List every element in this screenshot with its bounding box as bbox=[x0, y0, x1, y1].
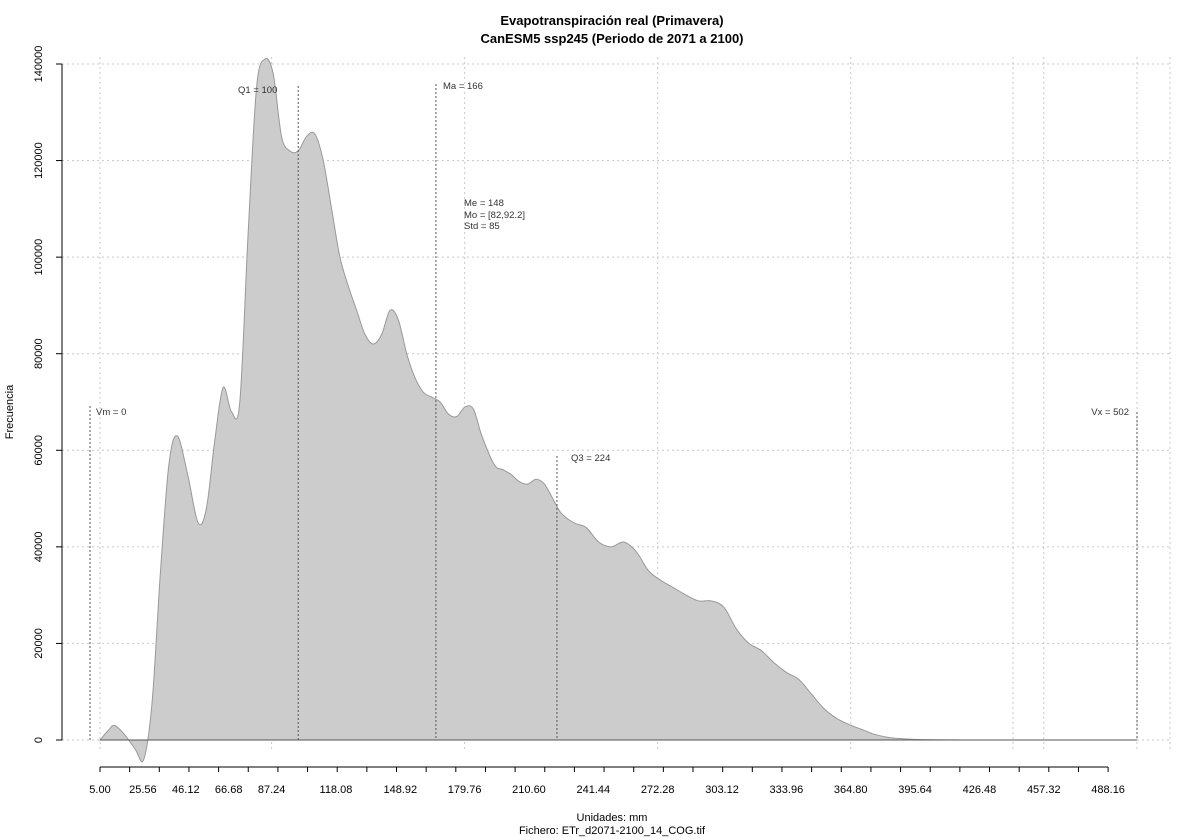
stat-mode: Mo = [82,92.2] bbox=[464, 210, 525, 221]
x-tick-label: 272.28 bbox=[641, 784, 675, 796]
ma-label: Ma = 166 bbox=[443, 81, 483, 92]
annotation-lines bbox=[89, 84, 1138, 740]
chart-subtitle: CanESM5 ssp245 (Periodo de 2071 a 2100) bbox=[480, 31, 743, 46]
tick-labels: 0 20000 40000 60000 80000 100000 120000 140000 5… bbox=[33, 46, 1125, 796]
vx-label: Vx = 502 bbox=[1091, 407, 1129, 418]
y-tick-label: 60000 bbox=[33, 435, 45, 466]
x-tick-label: 66.68 bbox=[215, 784, 243, 796]
x-tick-label: 5.00 bbox=[89, 784, 110, 796]
vm-label: Vm = 0 bbox=[96, 407, 126, 418]
frequency-area bbox=[98, 58, 1138, 763]
x-tick-label: 241.44 bbox=[577, 784, 611, 796]
x-tick-label: 46.12 bbox=[172, 784, 200, 796]
chart-title: Evapotranspiración real (Primavera) bbox=[500, 13, 723, 28]
x-tick-label: 210.60 bbox=[512, 784, 546, 796]
x-tick-label: 488.16 bbox=[1091, 784, 1125, 796]
x-tick-label: 364.80 bbox=[834, 784, 868, 796]
x-tick-label: 457.32 bbox=[1027, 784, 1061, 796]
y-tick-label: 80000 bbox=[33, 338, 45, 369]
x-tick-label: 87.24 bbox=[258, 784, 286, 796]
x-tick-label: 333.96 bbox=[770, 784, 804, 796]
x-tick-label: 148.92 bbox=[383, 784, 417, 796]
y-tick-label: 120000 bbox=[33, 142, 45, 179]
x-tick-label: 25.56 bbox=[129, 784, 157, 796]
stat-std: Std = 85 bbox=[464, 221, 500, 232]
y-axis-label: Frecuencia bbox=[4, 384, 16, 439]
x-tick-label: 395.64 bbox=[898, 784, 932, 796]
y-tick-label: 100000 bbox=[33, 239, 45, 276]
x-axis-label: Unidades: mm bbox=[577, 812, 648, 824]
y-tick-label: 40000 bbox=[33, 532, 45, 563]
y-tick-label: 0 bbox=[33, 737, 45, 743]
q1-label: Q1 = 100 bbox=[238, 85, 277, 96]
file-caption: Fichero: ETr_d2071-2100_14_COG.tif bbox=[519, 825, 706, 837]
x-tick-label: 426.48 bbox=[963, 784, 997, 796]
x-tick-label: 118.08 bbox=[320, 784, 353, 796]
y-tick-label: 20000 bbox=[33, 628, 45, 659]
x-tick-label: 179.76 bbox=[448, 784, 482, 796]
chart-axes bbox=[56, 63, 1137, 772]
x-tick-label: 303.12 bbox=[705, 784, 739, 796]
stat-median: Me = 148 bbox=[464, 198, 504, 209]
y-tick-label: 140000 bbox=[33, 46, 45, 83]
q3-label: Q3 = 224 bbox=[571, 453, 610, 464]
